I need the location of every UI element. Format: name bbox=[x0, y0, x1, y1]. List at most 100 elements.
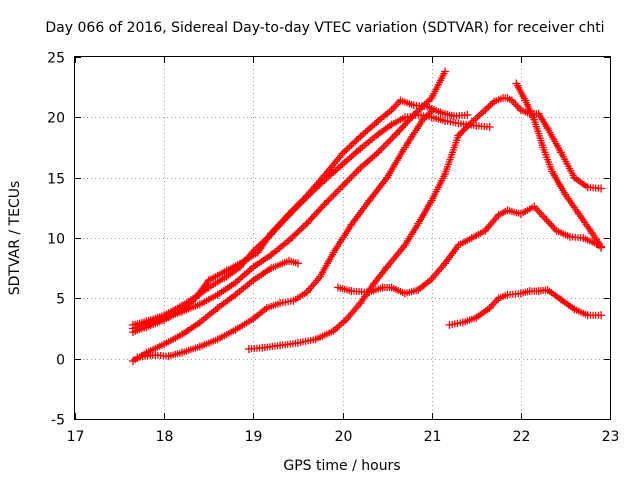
data-point bbox=[285, 209, 293, 218]
series-markers bbox=[287, 221, 309, 243]
series-markers bbox=[305, 202, 327, 226]
data-point bbox=[195, 318, 204, 327]
series-markers bbox=[483, 99, 496, 112]
series-markers bbox=[180, 320, 202, 337]
series-markers bbox=[497, 292, 509, 301]
series-markers bbox=[470, 228, 487, 241]
series-track-2 bbox=[128, 96, 472, 337]
data-point bbox=[320, 200, 329, 209]
series-markers bbox=[537, 286, 549, 295]
series-markers bbox=[402, 222, 421, 247]
series-markers bbox=[234, 316, 255, 332]
series-markers bbox=[180, 343, 202, 356]
series-markers bbox=[590, 231, 604, 248]
series-markers bbox=[292, 290, 309, 303]
series-markers bbox=[572, 175, 590, 190]
series-markers bbox=[421, 109, 434, 122]
series-markers bbox=[457, 235, 474, 248]
series-markers bbox=[376, 132, 398, 154]
series-track-3 bbox=[128, 67, 450, 333]
x-tick-label: 21 bbox=[424, 429, 442, 445]
series-markers bbox=[448, 319, 464, 328]
series-markers bbox=[456, 120, 474, 138]
series-markers bbox=[519, 204, 536, 217]
axis-ticks: 17 18 19 20 21 22 23 -5 0 5 10 15 20 25 bbox=[47, 51, 619, 446]
series-markers bbox=[340, 166, 362, 188]
series-markers bbox=[317, 251, 336, 278]
series-markers bbox=[559, 297, 576, 312]
series-markers bbox=[323, 184, 345, 206]
series-markers bbox=[528, 287, 540, 295]
plot-frame bbox=[74, 56, 611, 420]
data-point bbox=[267, 250, 276, 259]
series-markers bbox=[429, 172, 448, 202]
series-markers bbox=[305, 275, 322, 294]
chart-title: Day 066 of 2016, Sidereal Day-to-day VTE… bbox=[45, 20, 604, 36]
data-point bbox=[467, 118, 476, 127]
data-point bbox=[597, 311, 606, 320]
data-point bbox=[570, 173, 579, 182]
series-track-5 bbox=[133, 107, 436, 362]
series-markers bbox=[207, 274, 228, 290]
series-markers bbox=[193, 278, 211, 300]
data-point bbox=[338, 160, 347, 169]
series-markers bbox=[371, 265, 390, 286]
data-point bbox=[463, 110, 472, 119]
series-markers bbox=[287, 194, 309, 216]
data-point bbox=[387, 106, 396, 115]
x-tick-label: 18 bbox=[156, 429, 174, 445]
series-markers bbox=[519, 288, 531, 297]
data-point bbox=[530, 202, 539, 211]
series-markers bbox=[540, 146, 555, 173]
data-point bbox=[369, 279, 378, 288]
series-markers bbox=[167, 308, 184, 320]
series-markers bbox=[269, 212, 291, 235]
series-markers bbox=[461, 314, 478, 326]
data-point bbox=[454, 131, 463, 140]
series-markers bbox=[225, 258, 246, 273]
data-point bbox=[556, 295, 565, 304]
data-point bbox=[342, 314, 351, 323]
series-markers bbox=[149, 313, 170, 326]
series-markers bbox=[358, 150, 380, 170]
series-markers bbox=[519, 107, 531, 117]
data-point bbox=[481, 226, 490, 235]
series-track-8 bbox=[512, 79, 606, 251]
data-point bbox=[374, 130, 383, 139]
data-point bbox=[543, 285, 552, 294]
series-markers bbox=[216, 292, 237, 310]
data-point bbox=[539, 212, 548, 221]
data-point bbox=[481, 106, 490, 115]
y-tick-label: -5 bbox=[51, 413, 65, 429]
data-point bbox=[320, 171, 329, 180]
series-markers bbox=[233, 265, 255, 285]
series-markers bbox=[514, 82, 528, 102]
series-markers bbox=[555, 228, 572, 240]
series-markers bbox=[483, 213, 501, 233]
series-markers bbox=[376, 122, 394, 137]
series-markers bbox=[207, 268, 228, 283]
data-point bbox=[374, 116, 383, 125]
data-point bbox=[427, 275, 436, 284]
x-axis-label: GPS time / hours bbox=[283, 458, 400, 474]
series-markers bbox=[251, 266, 273, 283]
series-markers bbox=[399, 97, 416, 108]
series-markers bbox=[522, 99, 537, 122]
series-markers bbox=[331, 223, 354, 254]
data-point bbox=[249, 262, 258, 271]
series-markers bbox=[265, 300, 282, 311]
y-tick-label: 25 bbox=[47, 51, 65, 67]
series-markers bbox=[394, 113, 416, 136]
data-point bbox=[231, 278, 240, 287]
y-tick-label: 0 bbox=[56, 353, 65, 369]
series-markers bbox=[573, 306, 589, 318]
series-markers bbox=[416, 199, 434, 225]
data-point bbox=[356, 144, 365, 153]
series-markers bbox=[412, 96, 434, 117]
series-markers bbox=[492, 95, 505, 105]
data-point bbox=[365, 196, 374, 205]
series-markers bbox=[531, 118, 546, 149]
x-tick-label: 23 bbox=[602, 429, 620, 445]
series-markers bbox=[430, 114, 447, 124]
